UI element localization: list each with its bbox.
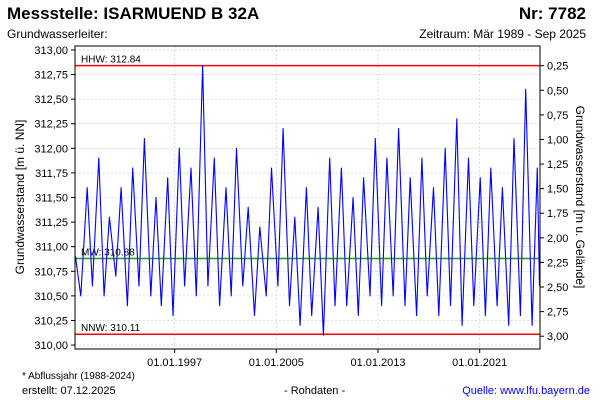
hhw-label: HHW: 312.84 (81, 55, 141, 66)
nnw-label: NNW: 310.11 (81, 323, 141, 334)
y-right-tick-label: 1,25 (547, 159, 568, 171)
x-tick-label: 01.01.2005 (249, 357, 304, 369)
source-link[interactable]: Quelle: www.lfu.bayern.de (462, 385, 590, 397)
mw-label: MW: 310.88 (81, 247, 135, 258)
y-tick-label: 312,25 (34, 119, 68, 131)
data-type-label: - Rohdaten - (284, 385, 346, 397)
y-right-tick-label: 0,25 (547, 61, 568, 73)
y-tick-label: 311,00 (35, 242, 68, 254)
station-title: Messstelle: ISARMUEND B 32A (7, 4, 260, 23)
y-right-tick-label: 2,50 (547, 282, 568, 294)
y-right-tick-label: 1,00 (547, 134, 568, 146)
y-right-tick-label: 0,50 (547, 85, 568, 97)
y-right-tick-label: 2,25 (547, 257, 568, 269)
series-line-0 (74, 65, 541, 336)
y-tick-label: 311,25 (35, 217, 68, 229)
footnote-hydrological-year: * Abflussjahr (1988-2024) (22, 371, 135, 382)
y-axis-label-left: Grundwasserstand [m ü. NN] (13, 120, 27, 275)
y-right-tick-label: 2,00 (547, 233, 568, 245)
y-tick-label: 310,00 (34, 340, 68, 352)
y-tick-label: 311,75 (35, 168, 68, 180)
y-right-tick-label: 0,75 (547, 110, 568, 122)
series-layer (74, 65, 541, 336)
y-tick-label: 312,00 (34, 143, 68, 155)
x-axis: 01.01.1997 01.01.2005 01.01.2013 01.01.2021 (147, 349, 507, 369)
y-tick-label: 310,25 (34, 315, 68, 327)
station-number: Nr: 7782 (518, 4, 586, 23)
y-tick-label: 310,50 (34, 291, 68, 303)
x-tick-label: 01.01.2013 (350, 357, 405, 369)
y-tick-label: 311,50 (35, 193, 68, 205)
y-tick-label: 313,00 (34, 45, 68, 57)
y-tick-label: 312,75 (34, 70, 68, 82)
right-axis: 0,25 0,50 0,75 1,00 1,25 1,50 1,75 2,00 2,25 2,50… (540, 61, 568, 343)
x-tick-label: 01.01.2021 (452, 357, 507, 369)
created-date: erstellt: 07.12.2025 (22, 385, 116, 397)
grid (75, 46, 540, 349)
y-tick-label: 310,75 (34, 266, 68, 278)
left-axis: 310,00 310,25 310,50 310,75 311,00 311,25 311,… (34, 45, 75, 352)
y-axis-label-right: Grundwasserstand [m u. Gelände] (573, 106, 587, 289)
y-right-tick-label: 1,75 (547, 208, 568, 220)
y-right-tick-label: 3,00 (547, 331, 568, 343)
aquifer-label: Grundwasserleiter: (7, 27, 108, 41)
y-right-tick-label: 2,75 (547, 307, 568, 319)
y-right-tick-label: 1,50 (547, 184, 568, 196)
period-label: Zeitraum: Mär 1989 - Sep 2025 (419, 27, 586, 41)
y-tick-label: 312,50 (34, 94, 68, 106)
x-tick-label: 01.01.1997 (147, 357, 202, 369)
